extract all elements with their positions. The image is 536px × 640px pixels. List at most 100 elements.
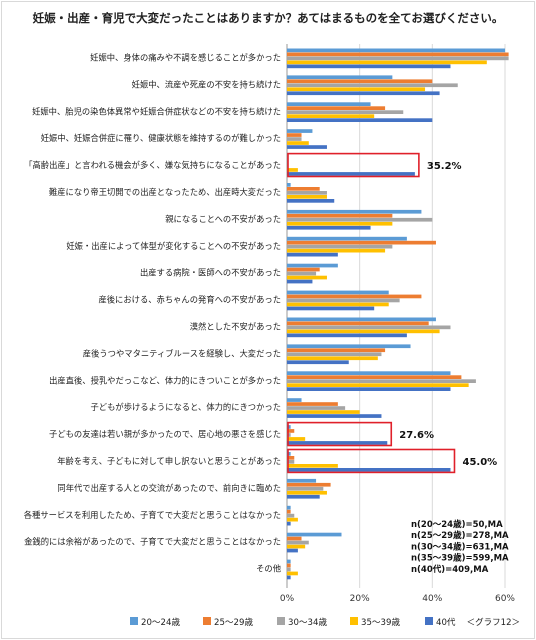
- bar: [287, 460, 295, 464]
- category-label: 子どもが歩けるようになると、体力的にきつかった: [91, 402, 282, 412]
- bar: [287, 118, 433, 122]
- bar: [287, 195, 327, 199]
- bar: [287, 252, 338, 257]
- category-label: 同年代で出産する人との交流があったので、前向きに臨めた: [57, 483, 281, 493]
- bar: [287, 133, 302, 137]
- bar: [287, 236, 407, 241]
- bar: [287, 509, 291, 514]
- bar: [287, 486, 324, 491]
- bar: [287, 456, 295, 460]
- category-label: 子どもの友達は若い親が多かったので、居心地の悪さを感じた: [49, 429, 281, 439]
- x-tick-label: 20%: [350, 594, 370, 604]
- bar: [287, 240, 436, 245]
- bar: [287, 221, 393, 226]
- bar: [287, 398, 302, 402]
- bar: [287, 75, 393, 80]
- bar: [287, 478, 317, 483]
- bar: [287, 145, 327, 149]
- bar: [287, 290, 389, 295]
- bar: [287, 532, 342, 537]
- bar: [287, 387, 451, 391]
- bar: [287, 348, 386, 353]
- bar: [287, 375, 462, 379]
- bar: [287, 544, 306, 549]
- category-label: 年齢を考え、子どもに対して申し訳ないと思うことがあった: [57, 456, 281, 466]
- chart-title: 妊娠・出産・育児で大変だったことはありますか？あてはまるものを全てお選びください…: [32, 11, 504, 25]
- annotation-label: 35.2%: [427, 161, 462, 172]
- category-label: 妊娠中、妊娠合併症に罹り、健康状態を維持するのが難しかった: [41, 133, 281, 143]
- bar: [287, 317, 436, 322]
- bar: [287, 536, 302, 541]
- bar: [287, 441, 388, 445]
- bar: [287, 329, 440, 334]
- bar: [287, 325, 451, 330]
- bar: [287, 490, 327, 495]
- bar: [287, 114, 375, 118]
- category-label: 産後うつやマタニティブルースを経験し、大変だった: [83, 348, 281, 358]
- category-label: 金銭的には余裕があったので、子育てで大変だと思うことはなかった: [24, 537, 281, 547]
- legend-label: 30～34歳: [288, 616, 327, 628]
- bar: [287, 183, 291, 187]
- bar: [287, 571, 298, 576]
- bar: [287, 187, 320, 191]
- bar: [287, 248, 386, 253]
- category-label: 「高齢出産」と言われる機会が多く、嫌な気持ちになることがあった: [24, 160, 281, 170]
- bar: [287, 356, 378, 361]
- bar: [287, 302, 389, 307]
- bar: [287, 425, 291, 429]
- category-label: 産後における、赤ちゃんの発育への不安があった: [98, 295, 281, 305]
- legend-swatch: [203, 617, 211, 625]
- bar: [287, 352, 382, 357]
- bar: [287, 321, 429, 326]
- bar: [287, 91, 440, 96]
- bar: [287, 244, 393, 249]
- bar: [287, 505, 291, 510]
- category-label: 妊娠中、流産や死産の不安を持ち続けた: [132, 79, 281, 89]
- bar: [287, 406, 346, 410]
- bar: [287, 129, 313, 133]
- legend-swatch: [350, 617, 358, 625]
- bar: [287, 452, 291, 456]
- bar: [287, 168, 298, 172]
- highlight-box: [287, 448, 456, 474]
- bar: [287, 513, 295, 518]
- bar: [287, 106, 386, 110]
- bar: [287, 468, 451, 472]
- category-label: 各種サービスを利用したため、子育てで大変だと思うことはなかった: [24, 510, 281, 520]
- bar: [287, 548, 298, 553]
- category-label: 出産直後、授乳やだっこなど、体力的にきついことが多かった: [49, 375, 281, 385]
- category-label: 妊娠中、胎児の染色体異常や妊娠合併症状などの不安を持ち続けた: [32, 106, 281, 116]
- x-tick-label: 60%: [495, 594, 515, 604]
- bar: [287, 371, 451, 375]
- bar: [287, 344, 411, 349]
- bar: [287, 429, 295, 433]
- sample-size-note: n(35～39歳)=599,MA: [411, 553, 509, 564]
- bar: [287, 279, 313, 284]
- bar: [287, 410, 360, 414]
- bar: [287, 333, 407, 338]
- bar: [287, 56, 509, 61]
- bar: [287, 517, 298, 522]
- bar: [287, 379, 476, 383]
- bar: [287, 494, 320, 499]
- sample-size-note: n(20～24歳)=50,MA: [411, 519, 503, 530]
- bar: [287, 191, 327, 195]
- legend-swatch: [130, 617, 138, 625]
- bar: [287, 306, 375, 311]
- legend-label: 20～24歳: [141, 616, 180, 628]
- bar: [287, 575, 291, 580]
- bar: [287, 271, 317, 276]
- bar: [287, 521, 291, 526]
- bar: [287, 540, 309, 545]
- bar: [287, 567, 291, 572]
- bar: [287, 52, 509, 57]
- bar: [287, 360, 349, 365]
- bar: [287, 48, 505, 53]
- bar: [287, 213, 393, 218]
- category-label: 漠然とした不安があった: [190, 321, 281, 331]
- bar: [287, 79, 433, 84]
- x-tick-label: 0%: [280, 594, 295, 604]
- sample-size-note: n(30～34歳)=631,MA: [411, 541, 509, 552]
